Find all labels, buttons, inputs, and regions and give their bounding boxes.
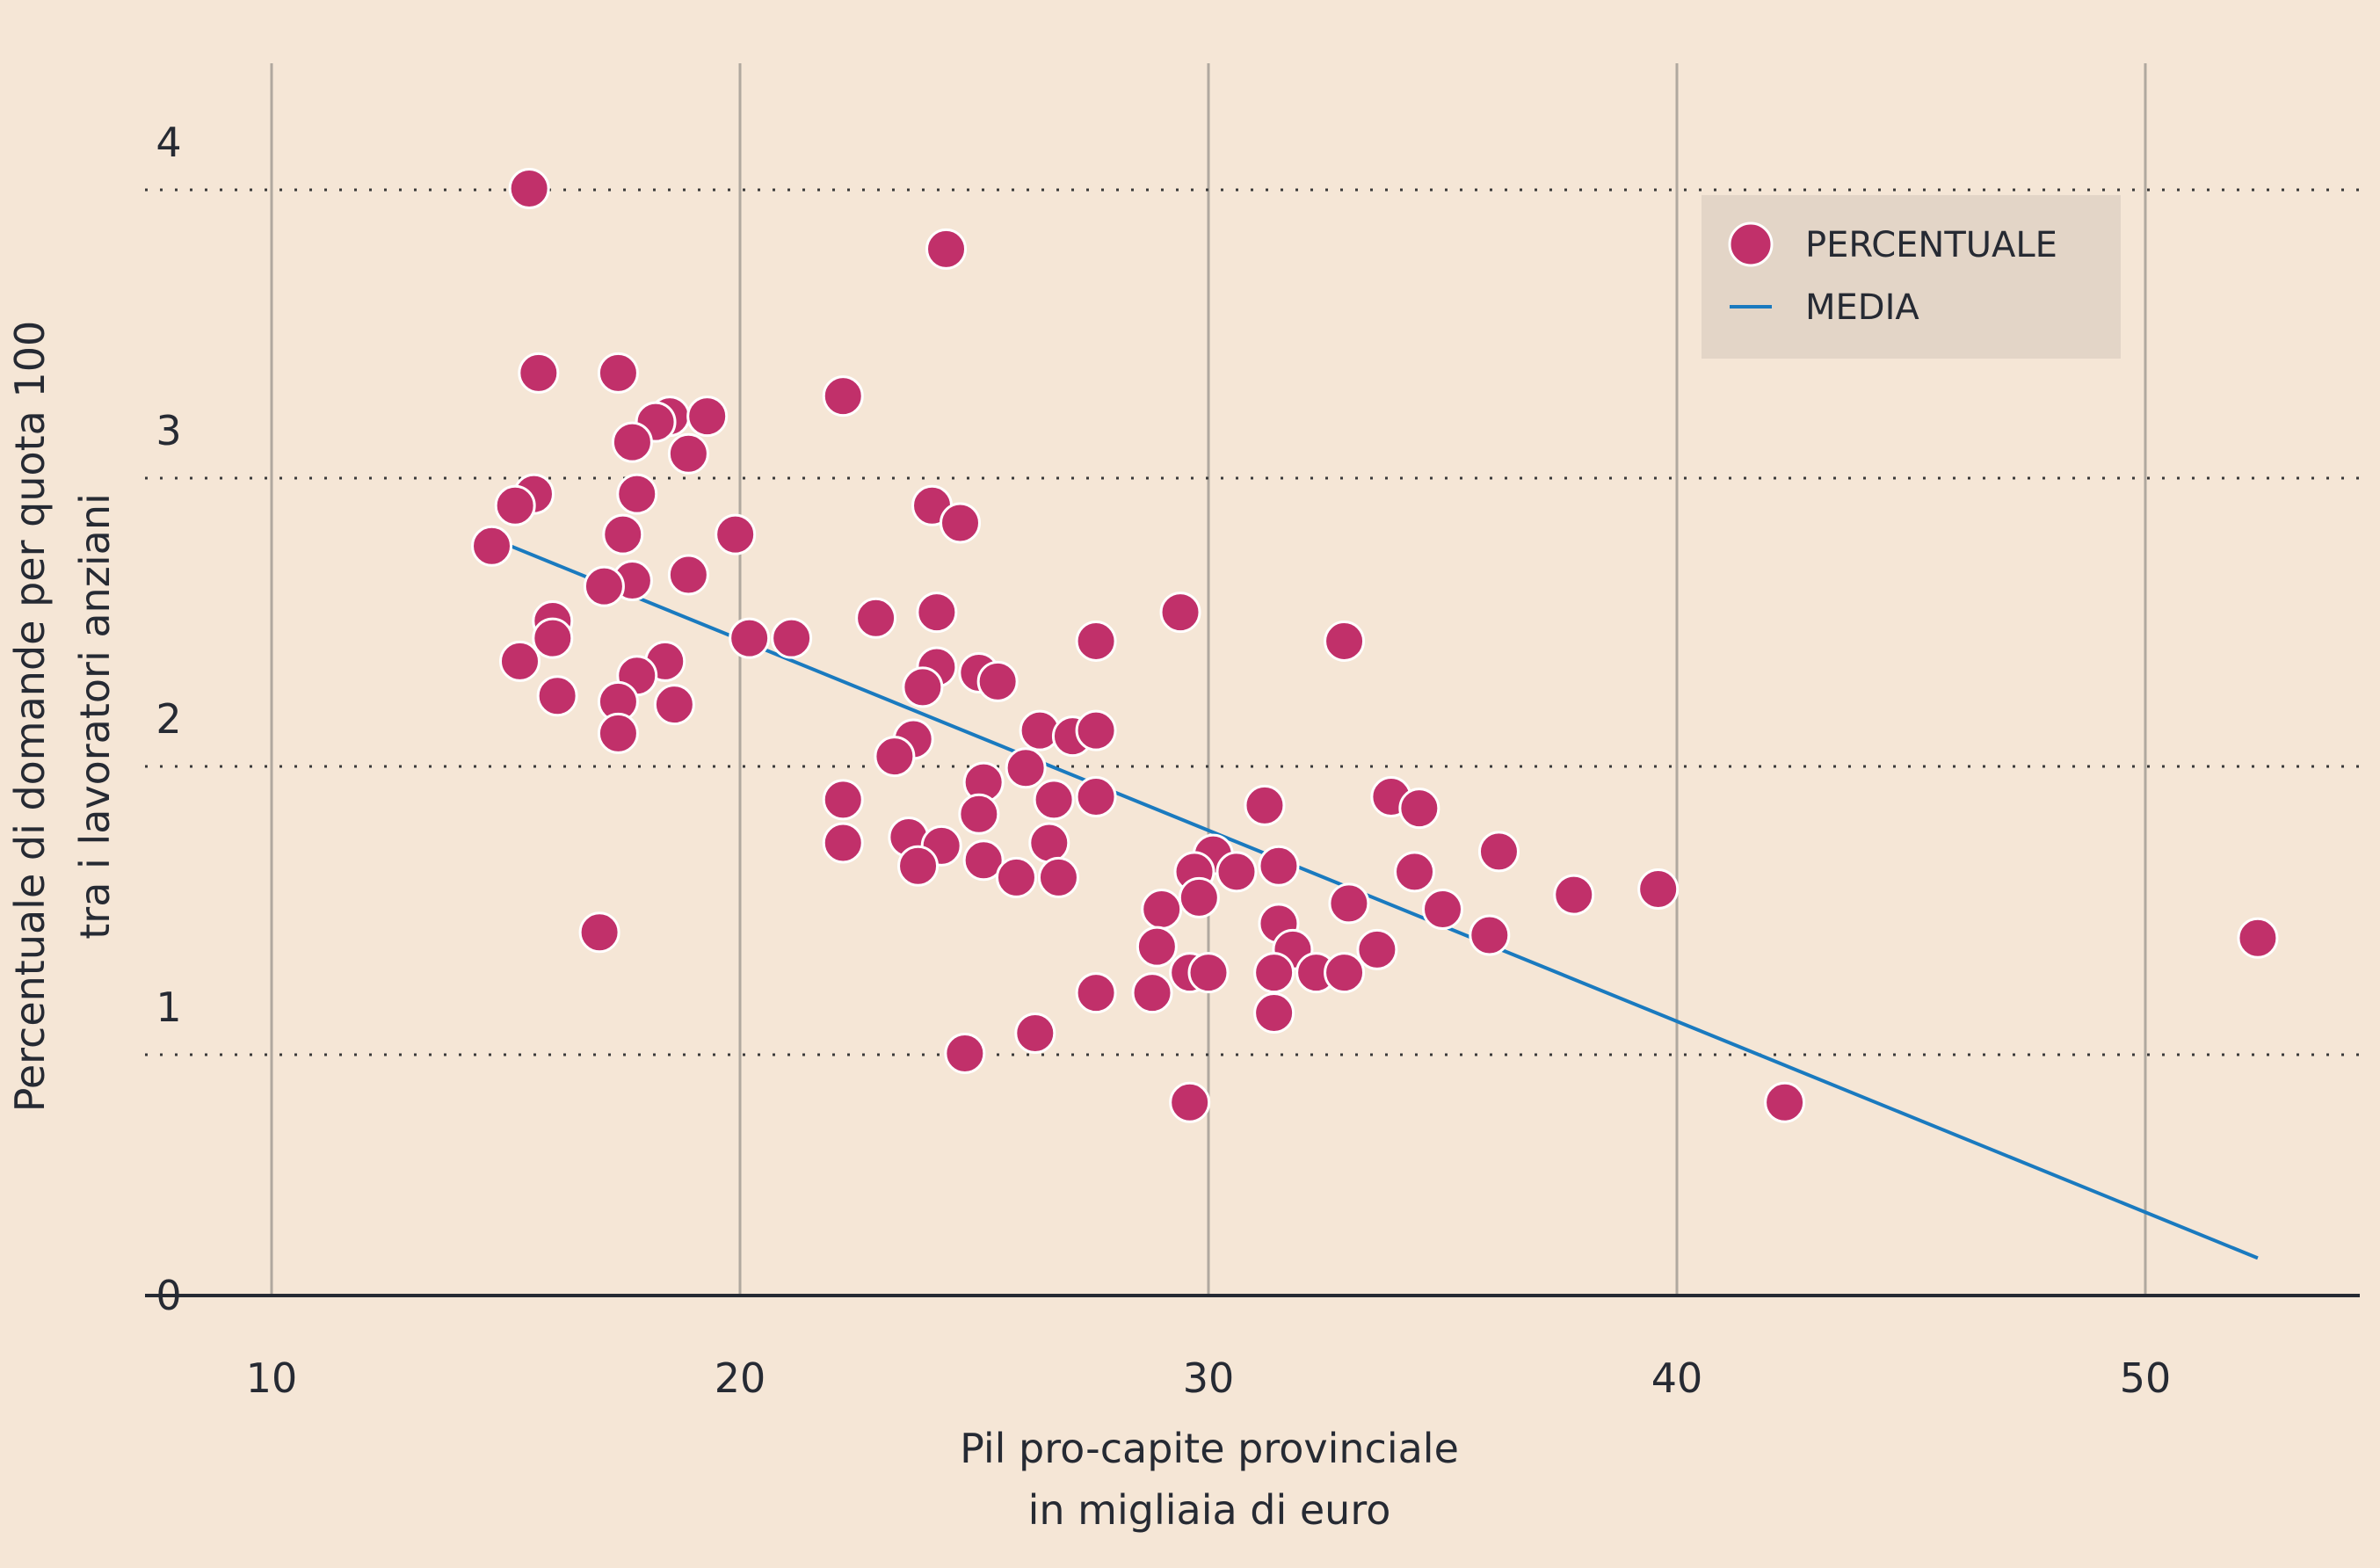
data-point-86	[1324, 952, 1366, 994]
data-point-14	[940, 502, 982, 544]
data-point-65	[1215, 851, 1258, 893]
data-point-39	[653, 684, 695, 726]
data-point-44	[1075, 709, 1117, 751]
data-point-60	[962, 839, 1005, 882]
data-point-74	[1637, 868, 1680, 911]
data-point-21	[855, 597, 897, 639]
data-point-6	[686, 396, 729, 438]
data-point-3	[597, 352, 639, 394]
data-point-53	[1398, 788, 1440, 830]
data-point-77	[2237, 917, 2279, 959]
data-point-91	[944, 1032, 986, 1074]
data-point-50	[1075, 776, 1117, 818]
x-tick-label-20: 20	[715, 1354, 766, 1402]
data-point-57	[1028, 822, 1070, 864]
data-point-40	[597, 712, 639, 754]
data-point-92	[1169, 1081, 1211, 1123]
trend-line-group	[510, 544, 2259, 1260]
y-tick-label-0: 0	[156, 1272, 181, 1319]
data-point-79	[1136, 926, 1178, 968]
data-point-1	[925, 228, 968, 270]
data-point-78	[578, 911, 620, 954]
x-axis-title-line2: in migliaia di euro	[1028, 1486, 1391, 1534]
data-point-11	[616, 473, 658, 515]
data-point-71	[1141, 888, 1183, 930]
data-point-67	[1394, 851, 1436, 893]
data-point-30	[1324, 620, 1366, 662]
horizontal-gridlines	[145, 188, 2360, 1056]
data-point-28	[771, 617, 813, 659]
data-point-69	[1178, 876, 1220, 918]
legend-label-media: MEDIA	[1805, 287, 1919, 328]
data-point-23	[1159, 592, 1201, 634]
y-tick-label-2: 2	[156, 695, 181, 743]
x-tick-label-30: 30	[1183, 1354, 1235, 1402]
data-point-16	[602, 513, 644, 555]
data-point-59	[897, 845, 940, 887]
data-point-15	[471, 525, 513, 567]
data-points	[471, 167, 2279, 1123]
data-point-81	[1356, 928, 1398, 970]
data-point-68	[1477, 831, 1520, 873]
data-point-62	[1037, 856, 1079, 898]
y-tick-label-3: 3	[156, 407, 181, 454]
data-point-19	[667, 554, 709, 596]
data-point-2	[518, 352, 560, 394]
data-point-27	[729, 617, 771, 659]
data-point-0	[508, 167, 550, 209]
data-point-20	[583, 565, 625, 607]
data-point-9	[667, 432, 709, 475]
vertical-gridlines	[270, 63, 2147, 1296]
data-point-70	[1328, 882, 1370, 925]
data-point-84	[1253, 952, 1295, 994]
x-tick-label-40: 40	[1651, 1354, 1703, 1402]
trend-line	[510, 544, 2259, 1260]
legend-box	[1702, 195, 2121, 359]
data-point-87	[1075, 972, 1117, 1014]
data-point-90	[1014, 1013, 1056, 1055]
y-axis-title-line2: tra i lavoratori anziani	[71, 493, 119, 939]
data-point-73	[1553, 874, 1595, 916]
data-point-83	[1187, 952, 1230, 994]
x-tick-labels: 10 20 30 40 50	[246, 1354, 2172, 1402]
data-point-36	[902, 666, 944, 708]
y-tick-label-4: 4	[156, 119, 181, 166]
data-point-8	[611, 421, 653, 463]
y-tick-label-1: 1	[156, 984, 181, 1031]
data-point-4	[822, 375, 864, 417]
legend: PERCENTUALE MEDIA	[1702, 195, 2121, 359]
data-point-54	[958, 793, 1000, 835]
data-point-37	[536, 675, 578, 717]
y-tick-labels: 0 1 2 3 4	[156, 119, 181, 1319]
data-point-45	[874, 736, 916, 778]
data-point-48	[822, 779, 864, 821]
data-point-61	[995, 856, 1037, 898]
x-tick-label-10: 10	[246, 1354, 298, 1402]
legend-circle-icon	[1728, 221, 1774, 267]
data-point-72	[1422, 888, 1463, 930]
data-point-88	[1131, 972, 1173, 1014]
data-point-51	[1244, 784, 1286, 826]
data-point-76	[1469, 914, 1511, 956]
data-point-25	[498, 640, 541, 682]
data-point-93	[1764, 1081, 1806, 1123]
data-point-12	[494, 484, 536, 526]
data-point-58	[822, 822, 864, 864]
legend-label-percentuale: PERCENTUALE	[1805, 225, 2057, 265]
data-point-22	[916, 592, 958, 634]
data-point-29	[1075, 620, 1117, 662]
data-point-46	[1005, 747, 1047, 789]
y-axis-title-line1: Percentuale di domande per quota 100	[6, 321, 54, 1113]
x-axis-title-line1: Pil pro-capite provinciale	[960, 1425, 1459, 1472]
x-tick-label-50: 50	[2120, 1354, 2172, 1402]
data-point-89	[1253, 992, 1295, 1034]
data-point-66	[1258, 845, 1300, 887]
data-point-26	[532, 617, 574, 659]
data-point-35	[976, 660, 1019, 702]
data-point-49	[1033, 779, 1075, 821]
data-point-17	[715, 513, 757, 555]
